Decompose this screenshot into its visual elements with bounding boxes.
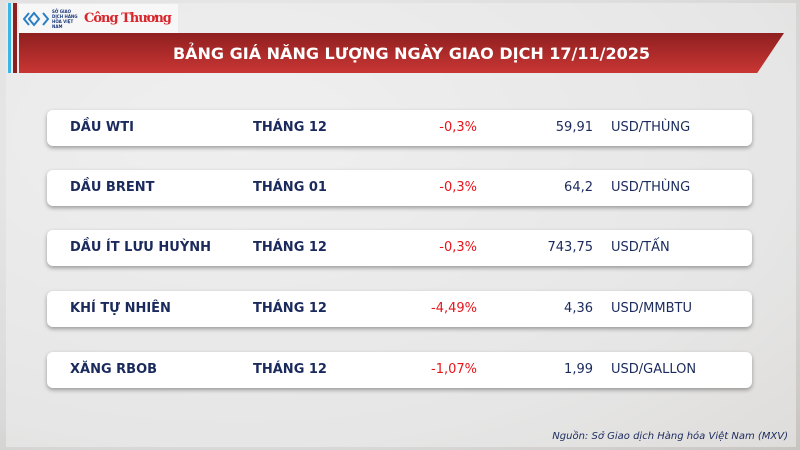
logo-bar: SỞ GIAO DỊCH HÀNG HÓA VIỆT NAM Công Thươ… bbox=[19, 4, 178, 33]
price-unit: USD/MMBTU bbox=[611, 301, 692, 316]
price-unit: USD/THÙNG bbox=[611, 120, 691, 135]
price-change: -0,3% bbox=[439, 120, 477, 135]
title-banner: BẢNG GIÁ NĂNG LƯỢNG NGÀY GIAO DỊCH 17/11… bbox=[19, 33, 784, 73]
commodity-name: DẦU WTI bbox=[70, 120, 134, 135]
price-value: 4,36 bbox=[564, 301, 593, 316]
page-title: BẢNG GIÁ NĂNG LƯỢNG NGÀY GIAO DỊCH 17/11… bbox=[172, 43, 651, 63]
price-value: 64,2 bbox=[564, 180, 593, 195]
contract-month: THÁNG 12 bbox=[253, 120, 327, 135]
price-row: KHÍ TỰ NHIÊN THÁNG 12 -4,49% 4,36 USD/MMBTU bbox=[47, 291, 752, 327]
newspaper-logo: Công Thương bbox=[84, 11, 172, 26]
price-unit: USD/GALLON bbox=[611, 362, 697, 377]
contract-month: THÁNG 12 bbox=[253, 301, 327, 316]
contract-month: THÁNG 12 bbox=[253, 240, 327, 255]
price-value: 59,91 bbox=[555, 120, 593, 135]
price-unit: USD/TẤN bbox=[611, 240, 670, 255]
source-note: Nguồn: Sở Giao dịch Hàng hóa Việt Nam (M… bbox=[552, 431, 788, 442]
commodity-name: DẦU BRENT bbox=[70, 180, 155, 195]
exchange-logo-text: SỞ GIAO DỊCH HÀNG HÓA VIỆT NAM bbox=[52, 8, 78, 29]
commodity-name: XĂNG RBOB bbox=[70, 362, 158, 377]
price-change: -4,49% bbox=[431, 301, 477, 316]
accent-stripe bbox=[8, 3, 11, 73]
price-change: -0,3% bbox=[439, 180, 477, 195]
price-change: -0,3% bbox=[439, 240, 477, 255]
price-value: 1,99 bbox=[564, 362, 593, 377]
price-row: DẦU WTI THÁNG 12 -0,3% 59,91 USD/THÙNG bbox=[47, 110, 752, 146]
price-row: DẦU BRENT THÁNG 01 -0,3% 64,2 USD/THÙNG bbox=[47, 170, 752, 206]
mxv-logo-icon bbox=[23, 10, 49, 27]
commodity-name: DẦU ÍT LƯU HUỲNH bbox=[70, 240, 212, 255]
contract-month: THÁNG 12 bbox=[253, 362, 327, 377]
price-row: DẦU ÍT LƯU HUỲNH THÁNG 12 -0,3% 743,75 USD/T… bbox=[47, 230, 752, 266]
price-row: XĂNG RBOB THÁNG 12 -1,07% 1,99 USD/GALLON bbox=[47, 352, 752, 388]
commodity-name: KHÍ TỰ NHIÊN bbox=[70, 301, 171, 316]
accent-stripe bbox=[13, 3, 17, 73]
price-change: -1,07% bbox=[431, 362, 477, 377]
price-value: 743,75 bbox=[547, 240, 594, 255]
price-unit: USD/THÙNG bbox=[611, 180, 691, 195]
contract-month: THÁNG 01 bbox=[253, 180, 327, 195]
